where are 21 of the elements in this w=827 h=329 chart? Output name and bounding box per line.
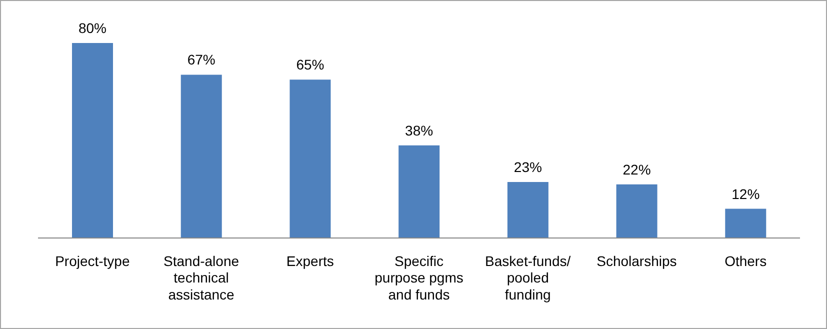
data-label: 22% — [622, 161, 651, 178]
data-label: 67% — [187, 52, 216, 68]
x-tick-label: Project-type — [55, 252, 130, 269]
x-tick-label: Basket-funds/ pooled funding — [485, 252, 571, 303]
data-label: 65% — [296, 56, 324, 73]
x-tick-label: Others — [724, 252, 767, 269]
bar — [72, 43, 113, 238]
x-tick-label: Scholarships — [596, 252, 677, 269]
data-label: 38% — [405, 122, 434, 138]
x-tick-label: Stand-alone technical assistance — [164, 252, 240, 303]
x-tick-label: Specific purpose pgms and funds — [374, 252, 464, 303]
bar — [180, 74, 222, 238]
bar — [398, 145, 440, 238]
bar — [725, 208, 766, 238]
data-label: 12% — [732, 186, 760, 202]
x-tick-label: Experts — [286, 252, 334, 269]
bar — [507, 182, 548, 238]
data-label: 80% — [78, 20, 107, 36]
data-label: 23% — [514, 158, 542, 175]
bar — [290, 80, 331, 238]
bar — [616, 184, 658, 238]
